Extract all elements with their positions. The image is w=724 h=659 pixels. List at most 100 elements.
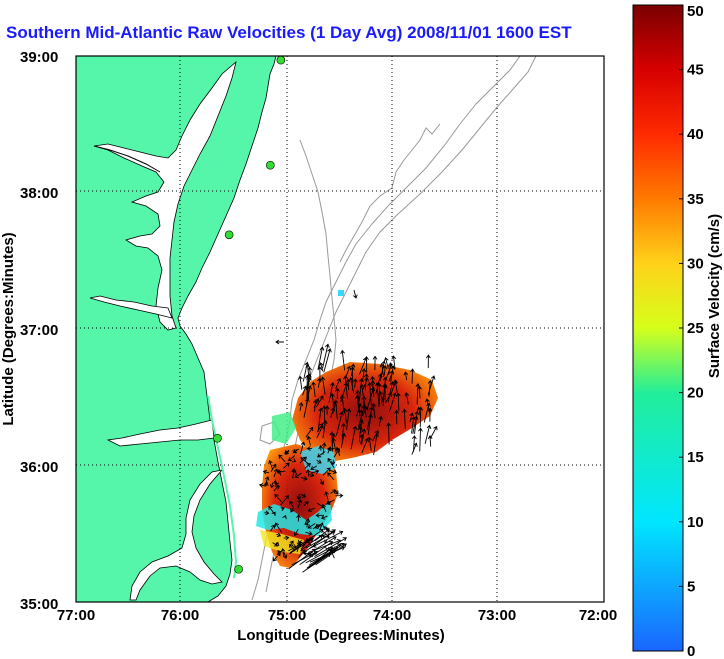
velocity-arrow bbox=[343, 375, 348, 399]
y-tick-label: 38:00 bbox=[20, 185, 58, 202]
velocity-arrow bbox=[268, 459, 273, 470]
river-james bbox=[89, 295, 173, 319]
velocity-arrow bbox=[270, 463, 277, 473]
colorbar-tick-label: 50 bbox=[687, 3, 704, 20]
velocity-arrow bbox=[304, 463, 311, 469]
velocity-arrow bbox=[345, 365, 352, 378]
velocity-arrow bbox=[276, 469, 286, 475]
velocity-arrow bbox=[355, 389, 361, 413]
velocity-arrow bbox=[335, 387, 340, 400]
land-mass bbox=[76, 56, 277, 602]
velocity-arrow bbox=[386, 422, 391, 445]
velocity-arrow bbox=[314, 534, 323, 542]
velocity-arrow bbox=[414, 410, 420, 435]
velocity-arrow bbox=[330, 393, 335, 410]
velocity-arrow bbox=[289, 500, 295, 509]
grid bbox=[76, 56, 604, 602]
velocity-arrow bbox=[425, 354, 431, 369]
velocity-arrow bbox=[388, 370, 395, 382]
velocity-arrow bbox=[274, 482, 281, 488]
velocity-arrow bbox=[315, 395, 324, 408]
velocity-arrow bbox=[427, 435, 433, 447]
velocity-arrow bbox=[327, 472, 335, 481]
stations bbox=[213, 56, 286, 574]
velocity-arrow bbox=[402, 408, 407, 430]
velocity-arrow bbox=[282, 514, 287, 520]
velocity-arrow bbox=[410, 368, 415, 384]
velocity-arrow bbox=[300, 476, 308, 481]
velocity-arrow bbox=[327, 446, 332, 454]
velocity-arrows bbox=[258, 289, 438, 573]
velocity-arrow bbox=[287, 455, 296, 462]
velocity-arrow bbox=[367, 381, 373, 406]
velocity-arrow bbox=[341, 422, 346, 440]
velocity-arrow bbox=[375, 373, 383, 395]
velocity-arrow bbox=[296, 493, 302, 501]
velocity-arrow bbox=[276, 532, 282, 538]
velocity-arrow bbox=[307, 523, 316, 529]
velocity-arrow bbox=[324, 491, 329, 501]
velocity-arrow bbox=[327, 457, 335, 469]
velocity-arrow bbox=[382, 376, 388, 401]
velocity-arrow bbox=[316, 459, 322, 464]
velocity-arrow bbox=[313, 398, 320, 409]
velocity-arrow bbox=[258, 483, 266, 488]
velocity-arrow bbox=[320, 376, 326, 395]
velocity-arrow bbox=[320, 515, 328, 520]
y-tick-label: 39:00 bbox=[20, 49, 58, 66]
velocity-arrow bbox=[423, 402, 431, 423]
velocity-arrow bbox=[322, 343, 330, 369]
velocity-arrow bbox=[391, 355, 397, 370]
velocity-arrow bbox=[272, 555, 278, 562]
velocity-arrow bbox=[288, 540, 294, 547]
y-axis-label: Latitude (Degrees:Minutes) bbox=[0, 232, 17, 425]
velocity-arrow bbox=[305, 426, 314, 438]
velocity-arrow bbox=[298, 402, 304, 411]
velocity-arrow bbox=[411, 435, 417, 452]
plot-frame bbox=[75, 55, 605, 603]
map-plot bbox=[76, 56, 604, 602]
x-axis-label: Longitude (Degrees:Minutes) bbox=[237, 627, 445, 644]
velocity-arrow bbox=[361, 437, 369, 454]
velocity-arrow bbox=[329, 469, 338, 474]
colorbar-tick-label: 20 bbox=[687, 385, 704, 402]
y-tick-label: 37:00 bbox=[20, 322, 58, 339]
velocity-arrow bbox=[274, 493, 283, 503]
colorbar-tick-label: 5 bbox=[687, 578, 695, 595]
velocity-arrow bbox=[293, 528, 299, 537]
velocity-arrow bbox=[303, 529, 336, 554]
velocity-arrow bbox=[273, 485, 280, 492]
x-tick-label: 75:00 bbox=[268, 607, 306, 624]
velocity-arrow bbox=[329, 431, 335, 452]
velocity-arrow bbox=[300, 441, 306, 455]
velocity-arrow bbox=[387, 381, 395, 403]
velocity-arrow bbox=[424, 424, 432, 444]
velocity-arrow bbox=[303, 397, 310, 418]
velocity-arrow bbox=[291, 458, 297, 463]
velocity-arrow bbox=[264, 476, 270, 487]
velocity-arrow bbox=[262, 469, 270, 475]
velocity-arrow bbox=[302, 385, 308, 396]
velocity-arrow bbox=[382, 383, 387, 407]
velocity-arrow bbox=[384, 363, 393, 382]
velocity-arrow bbox=[382, 365, 388, 376]
velocity-arrow bbox=[427, 407, 433, 422]
x-tick-label: 77:00 bbox=[57, 607, 95, 624]
velocity-arrow bbox=[305, 468, 311, 477]
velocity-arrow bbox=[309, 472, 315, 478]
velocity-arrow bbox=[326, 499, 335, 505]
albemarle-sound bbox=[106, 419, 215, 447]
velocity-arrow bbox=[411, 442, 418, 455]
velocity-arrow bbox=[333, 448, 340, 458]
velocity-arrow bbox=[268, 505, 276, 516]
velocity-arrow bbox=[370, 380, 376, 393]
velocity-arrow bbox=[299, 456, 307, 464]
velocity-arrow bbox=[395, 392, 401, 412]
velocity-arrow bbox=[276, 551, 281, 557]
velocity-arrow bbox=[366, 406, 374, 430]
velocity-arrow bbox=[316, 502, 325, 509]
velocity-arrow bbox=[274, 522, 283, 533]
velocity-arrow bbox=[328, 382, 335, 403]
velocity-arrow bbox=[418, 427, 423, 452]
velocity-arrow bbox=[323, 348, 332, 373]
